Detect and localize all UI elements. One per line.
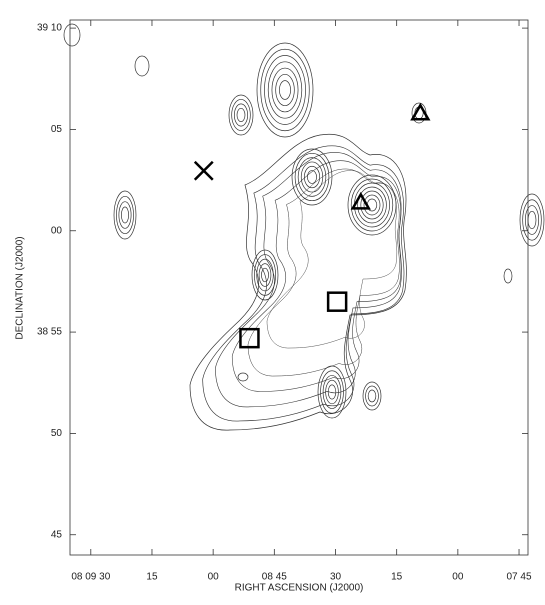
contour [363,194,381,216]
contour [215,152,402,408]
contour [503,268,513,284]
contour [267,61,303,119]
contour [519,193,545,247]
contour [236,107,246,123]
square-marker [326,291,348,312]
contour [134,55,150,77]
contour [279,80,291,100]
contour [320,370,344,414]
contour [189,133,407,431]
x-tick-label: 00 [208,572,220,583]
contour [522,199,542,241]
contour [116,195,134,235]
contour [264,55,306,125]
square-marker [239,327,260,349]
contour [231,99,251,131]
contour [365,385,379,407]
contour [347,174,397,236]
contour [327,384,337,400]
x-axis-title: RIGHT ASCENSION (J2000) [235,583,364,594]
contour [256,258,274,292]
x-tick-label: 08 45 [262,572,287,583]
x-tick-label: 30 [330,572,342,583]
contour [228,94,254,136]
contour [120,206,130,224]
contour [317,365,347,419]
contour [303,165,321,189]
contour [118,201,132,229]
contour [362,381,382,411]
triangle-marker [350,191,371,210]
contour [275,73,295,107]
x-marker [193,160,214,181]
y-axis-title: DECLINATION (J2000) [15,236,26,339]
contour [350,178,394,232]
contour [258,263,272,287]
contour [325,379,339,405]
triangle-marker [410,102,431,121]
contour [256,42,314,138]
contour [202,145,405,422]
contour [113,190,137,240]
contour [233,103,249,127]
x-tick-label: 08 09 30 [71,572,110,583]
y-tick-label: 05 [51,124,63,135]
contour [291,148,333,206]
contour [360,190,384,220]
contour [294,152,330,202]
contour [524,205,540,235]
contour [307,170,317,184]
contour [300,161,324,193]
contour [322,375,342,409]
plot-frame [69,19,529,556]
contour [63,23,81,47]
contour [271,67,299,113]
contour [247,168,400,377]
y-tick-label: 50 [51,428,63,439]
contour [357,186,387,224]
contour [237,372,249,382]
y-tick-label: 38 55 [37,327,62,338]
contour [251,249,279,301]
contour [367,389,377,403]
contour [354,182,390,228]
contours [63,23,545,431]
contour [297,157,327,197]
x-tick-label: 15 [146,572,158,583]
contour [260,48,310,132]
contour [261,267,269,283]
contour [231,160,402,392]
contour [527,210,537,230]
x-tick-label: 07 45 [507,572,532,583]
x-tick-label: 00 [452,572,464,583]
y-tick-label: 00 [51,225,63,236]
y-tick-label: 39 10 [37,23,62,34]
y-tick-label: 45 [51,529,63,540]
contour [254,254,276,296]
x-tick-label: 15 [391,572,403,583]
